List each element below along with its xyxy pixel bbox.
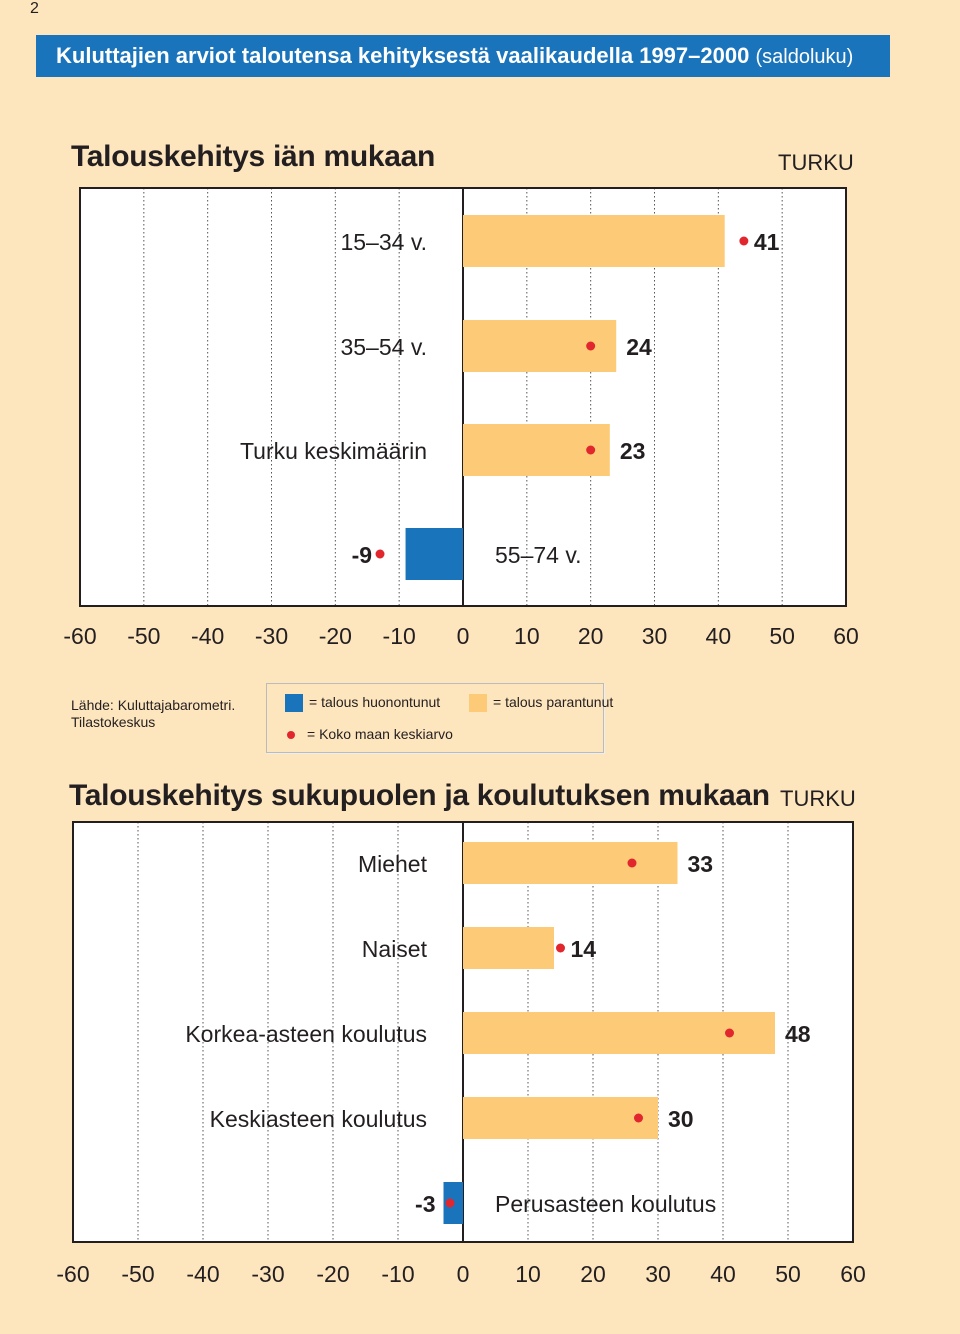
chart2-tick-label: 40 [710,1261,736,1287]
chart2-value-label: 33 [688,851,714,877]
chart1-tick-label: -20 [319,623,352,649]
legend-decline: = talous huonontunut [285,694,441,713]
chart1-tick-label: 10 [514,623,540,649]
chart1-bar [463,215,725,267]
chart1-tick-label: -30 [255,623,288,649]
chart1-tick-label: -40 [191,623,224,649]
chart1-plot: 15–34 v. 41 35–54 v. 24 Turku keskimäärin 23 5… [63,187,859,649]
chart2-city: TURKU [780,786,856,811]
chart2-tick-label: -60 [56,1261,89,1287]
chart1-tick-label: -60 [63,623,96,649]
chart2-category-label: Naiset [362,936,428,962]
banner-subtitle: (saldoluku) [755,46,854,68]
legend-national: = Koko maan keskiarvo [283,726,453,742]
chart2-title: Talouskehitys sukupuolen ja koulutuksen … [69,779,770,812]
chart2-value-label: -3 [415,1191,435,1217]
chart1-category-label: 55–74 v. [495,542,582,568]
source-note: Lähde: Kuluttajabarometri. Tilastokeskus [71,697,235,731]
chart1-tick-label: -50 [127,623,160,649]
legend-national-label: = Koko maan keskiarvo [307,726,453,742]
chart2-tick-label: 0 [457,1261,470,1287]
chart1-city: TURKU [778,150,854,175]
chart2-plot: Miehet 33 Naiset 14 Korkea-asteen koulutus 48… [56,821,866,1287]
legend: = talous huonontunut = talous parantunut… [266,683,613,753]
chart2-bar [463,1012,775,1054]
chart2-category-label: Perusasteen koulutus [495,1191,716,1217]
chart2-value-label: 48 [785,1021,811,1047]
legend-decline-label: = talous huonontunut [309,694,441,710]
chart2-tick-label: -40 [186,1261,219,1287]
legend-improve: = talous parantunut [469,694,614,713]
chart2-national-average-dot [445,1198,455,1208]
legend-improve-label: = talous parantunut [493,694,614,710]
chart1-tick-label: 30 [642,623,668,649]
chart1-title: Talouskehitys iän mukaan [71,140,436,173]
chart2-bar [463,927,554,969]
chart2-tick-label: -30 [251,1261,284,1287]
chart2-value-label: 14 [571,936,597,962]
chart2-tick-label: 60 [840,1261,866,1287]
chart2-value-label: 30 [668,1106,694,1132]
page-number: 2 [30,0,39,17]
chart2-category-label: Keskiasteen koulutus [210,1106,427,1132]
chart2-tick-label: -10 [381,1261,414,1287]
chart1-tick-label: 50 [769,623,795,649]
chart1-value-label: 41 [754,229,780,255]
chart1-tick-label: 40 [706,623,732,649]
chart2-tick-label: 20 [580,1261,606,1287]
chart1-national-average-dot [739,236,749,246]
chart1-tick-label: 0 [457,623,470,649]
legend-decline-swatch [285,694,303,713]
chart2-category-label: Miehet [358,851,428,877]
header-banner: Kuluttajien arviot taloutensa kehitykses… [36,35,890,77]
chart1-tick-label: -10 [383,623,416,649]
chart2-bar [463,842,678,884]
chart1-tick-label: 20 [578,623,604,649]
banner-title: Kuluttajien arviot taloutensa kehitykses… [56,43,750,68]
chart2-national-average-dot [627,858,637,868]
chart2-national-average-dot [634,1113,643,1123]
chart2-tick-label: 50 [775,1261,801,1287]
chart2-category-label: Korkea-asteen koulutus [185,1021,427,1047]
chart1-tick-label: 60 [833,623,859,649]
chart1-category-label: 35–54 v. [340,334,427,360]
chart2-tick-label: -50 [121,1261,154,1287]
source-line-2: Tilastokeskus [71,714,156,730]
chart1-category-label: Turku keskimäärin [240,438,427,464]
chart1-value-label: 24 [626,334,652,360]
chart2-tick-label: 10 [515,1261,541,1287]
chart2-tick-label: -20 [316,1261,349,1287]
legend-national-dot [287,731,295,740]
chart1-value-label: 23 [620,438,646,464]
chart1-national-average-dot [586,341,596,351]
chart2-tick-label: 30 [645,1261,671,1287]
legend-improve-swatch [469,694,487,713]
chart1-bar [463,424,610,476]
chart1-national-average-dot [375,549,385,559]
chart2-national-average-dot [725,1028,734,1038]
chart2-bar [463,1097,658,1139]
source-line-1: Lähde: Kuluttajabarometri. [71,697,236,713]
chart2-national-average-dot [556,943,565,953]
chart1-category-label: 15–34 v. [340,229,427,255]
chart1-bar [405,528,463,580]
chart1-national-average-dot [586,445,596,455]
chart1-value-label: -9 [352,542,372,568]
